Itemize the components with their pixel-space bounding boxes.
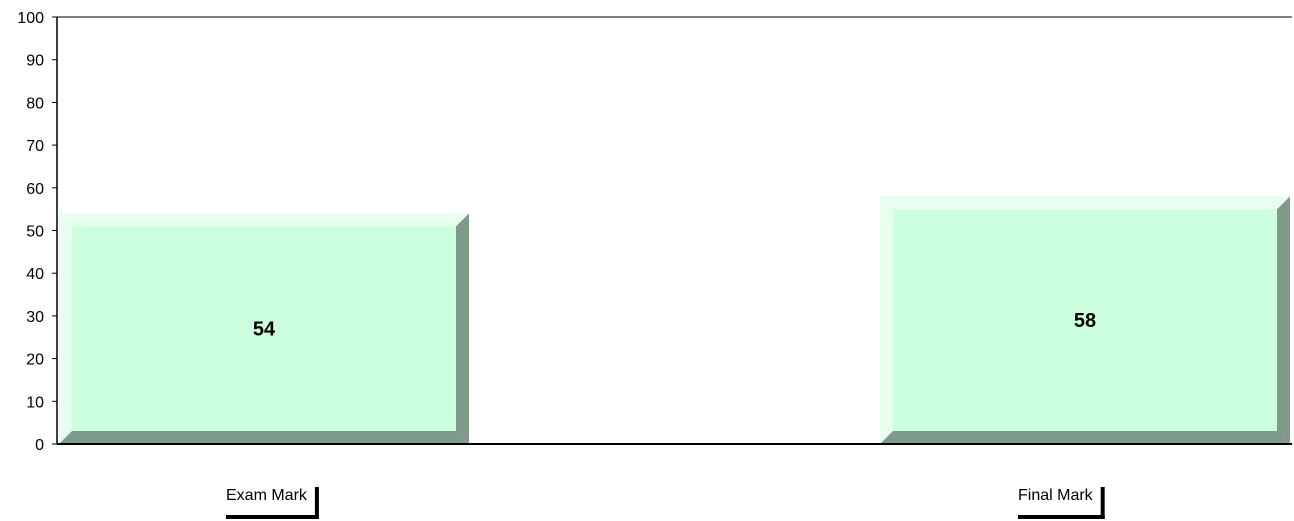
- y-tick-label: 90: [26, 53, 44, 70]
- bar-data-label: 54: [253, 319, 276, 341]
- bar-right-bevel: [456, 213, 469, 444]
- bar: 58: [880, 196, 1290, 444]
- y-tick-label: 60: [26, 181, 44, 198]
- bar-top-bevel: [59, 213, 469, 227]
- bar-left-bevel: [880, 196, 893, 444]
- bar-face: [59, 213, 469, 444]
- bars: 54 58: [59, 196, 1290, 444]
- category-label-group: Final Mark: [1018, 487, 1105, 519]
- x-axis: Exam Mark Final Mark: [57, 443, 1292, 519]
- x-category-label: Final Mark: [1018, 487, 1094, 504]
- y-tick-label: 10: [26, 394, 44, 411]
- y-tick-label: 100: [17, 10, 44, 27]
- bar-left-bevel: [59, 213, 72, 444]
- y-tick-label: 70: [26, 138, 44, 155]
- y-tick-label: 80: [26, 95, 44, 112]
- bar-top-bevel: [880, 196, 1290, 210]
- y-tick-label: 30: [26, 309, 44, 326]
- y-axis: 0 10 20 30 40 50 60 70 80 90 100: [17, 10, 1292, 454]
- category-label-group: Exam Mark: [226, 487, 319, 519]
- bar-bottom-bevel: [59, 431, 469, 444]
- y-tick-label: 50: [26, 224, 44, 241]
- bar-data-label: 58: [1074, 310, 1096, 332]
- bar-bottom-bevel: [880, 431, 1290, 444]
- y-tick-label: 40: [26, 266, 44, 283]
- y-tick-label: 20: [26, 352, 44, 369]
- y-tick-label: 0: [35, 437, 44, 454]
- bar: 54: [59, 213, 469, 444]
- bar-face: [880, 196, 1290, 444]
- x-category-label: Exam Mark: [226, 487, 308, 504]
- bar-right-bevel: [1277, 196, 1290, 444]
